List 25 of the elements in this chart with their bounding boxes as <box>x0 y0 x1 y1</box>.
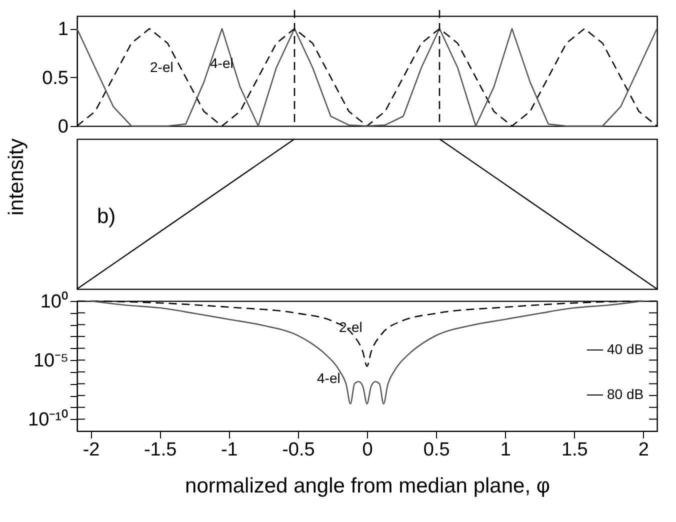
y-tick-label: 0 <box>58 116 68 138</box>
x-tick-label: -1.5 <box>144 440 177 460</box>
y-tick-label: 1 <box>58 19 68 40</box>
x-tick-label: 2 <box>638 440 649 460</box>
x-tick-label: -1 <box>220 440 238 460</box>
x-tick-label: 1 <box>500 440 511 460</box>
y-tick-label: 0.5 <box>42 68 68 89</box>
x-axis-title: normalized angle from median plane, φ <box>185 474 550 498</box>
y-tick-label: 10⁰ <box>40 290 68 312</box>
x-tick-label: -2 <box>82 440 100 460</box>
annotation: 2-el <box>339 319 362 335</box>
y-axis-title: intensity <box>5 138 28 216</box>
text: b) <box>97 205 116 228</box>
x-tick-label: 0.5 <box>423 440 450 460</box>
annotation: 40 dB <box>607 341 644 357</box>
x-tick-label: 1.5 <box>561 440 588 460</box>
x-tick-label: 0 <box>362 440 373 460</box>
line-series <box>90 300 644 404</box>
annotation: 4-el <box>317 370 340 386</box>
annotation: 80 dB <box>607 386 644 402</box>
y-tick-label: 10⁻⁵ <box>33 350 68 372</box>
annotation: 2-el <box>150 59 174 75</box>
y-tick-label: 10⁻¹⁰ <box>28 408 68 431</box>
annotation: 4-el <box>210 55 234 71</box>
x-tick-label: -0.5 <box>282 440 315 460</box>
